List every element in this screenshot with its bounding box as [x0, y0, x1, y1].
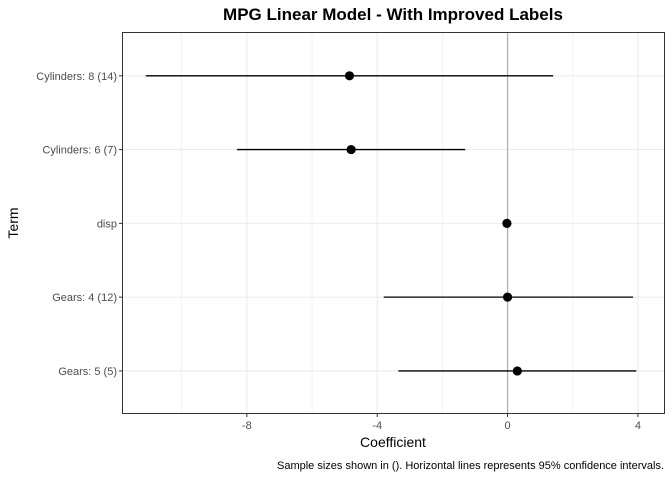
x-tick-label: -4	[372, 420, 382, 432]
coefficient-point	[502, 218, 512, 228]
x-axis-ticks: -8 -4 0 4	[242, 413, 641, 432]
coefficient-point	[502, 292, 513, 302]
y-tick-label: disp	[97, 218, 117, 230]
x-tick-label: 0	[505, 420, 511, 432]
y-tick-label: Gears: 5 (5)	[58, 366, 117, 378]
coefficient-point	[346, 144, 356, 155]
x-tick-label: -8	[242, 420, 252, 432]
y-tick-label: Cylinders: 6 (7)	[42, 145, 117, 157]
coefficient-point	[512, 366, 522, 376]
x-axis-title: Coefficient	[360, 434, 426, 450]
y-axis-title: Term	[5, 207, 21, 238]
chart-title: MPG Linear Model - With Improved Labels	[223, 5, 563, 24]
y-axis-ticks: Cylinders: 8 (14) Cylinders: 6 (7) disp Gea…	[36, 71, 123, 378]
y-tick-label: Gears: 4 (12)	[52, 292, 117, 304]
y-tick-label: Cylinders: 8 (14)	[36, 71, 117, 83]
coefficient-point	[344, 71, 355, 81]
grid-lines	[123, 33, 664, 413]
x-tick-label: 4	[635, 420, 641, 432]
data-marks	[145, 71, 637, 376]
chart-caption: Sample sizes shown in (). Horizontal lin…	[277, 460, 664, 472]
